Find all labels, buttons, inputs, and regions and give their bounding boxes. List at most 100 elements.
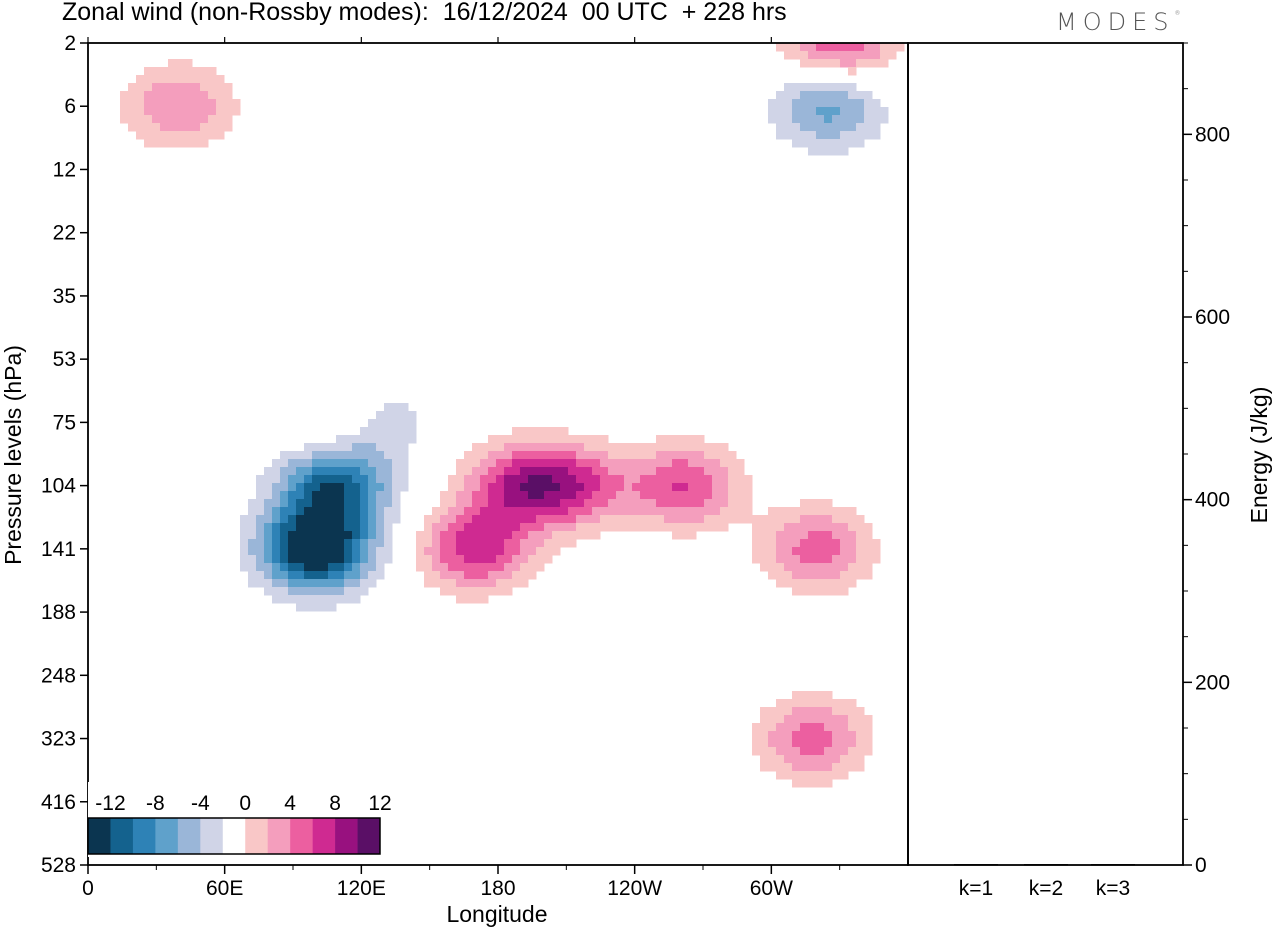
heat-cell — [808, 539, 817, 548]
heat-cell — [456, 595, 465, 604]
heat-cell — [264, 523, 273, 532]
heat-cell — [848, 739, 857, 748]
heat-cell — [168, 99, 177, 108]
heat-cell — [440, 507, 449, 516]
heat-cell — [640, 483, 649, 492]
heat-cell — [376, 571, 385, 580]
heat-cell — [160, 139, 169, 148]
heat-cell — [568, 539, 577, 548]
heat-cell — [576, 531, 585, 540]
heat-cell — [384, 427, 393, 436]
heat-cell — [216, 75, 225, 84]
heat-cell — [352, 523, 361, 532]
heat-cell — [776, 123, 785, 132]
heat-cell — [520, 467, 529, 476]
heat-cell — [848, 99, 857, 108]
heat-cell — [504, 587, 513, 596]
heat-cell — [568, 507, 577, 516]
heat-cell — [368, 499, 377, 508]
heat-cell — [664, 475, 673, 484]
heat-cell — [592, 475, 601, 484]
heat-cell — [264, 475, 273, 484]
heat-cell — [784, 739, 793, 748]
heat-cell — [784, 755, 793, 764]
heat-cell — [872, 51, 881, 60]
heat-cell — [464, 499, 473, 508]
colorbar-label: -8 — [146, 792, 165, 815]
heat-cell — [768, 507, 777, 516]
heat-cell — [224, 91, 233, 100]
heat-cell — [784, 131, 793, 140]
heat-cell — [800, 91, 809, 100]
heat-cell — [336, 531, 345, 540]
heat-cell — [328, 563, 337, 572]
energy-tick-label: 0 — [1195, 854, 1207, 877]
heat-cell — [560, 491, 569, 500]
heat-cell — [552, 523, 561, 532]
heat-cell — [376, 531, 385, 540]
heat-cell — [384, 499, 393, 508]
heat-cell — [472, 515, 481, 524]
heat-cell — [440, 523, 449, 532]
heat-cell — [472, 547, 481, 556]
heat-cell — [264, 555, 273, 564]
heat-cell — [752, 747, 761, 756]
heat-cell — [496, 475, 505, 484]
heat-cell — [520, 523, 529, 532]
heat-cell — [528, 491, 537, 500]
heat-cell — [800, 131, 809, 140]
heat-cell — [592, 507, 601, 516]
heat-cell — [784, 539, 793, 548]
heat-cell — [808, 147, 817, 156]
heat-cell — [616, 491, 625, 500]
heat-cell — [376, 427, 385, 436]
heat-cell — [648, 491, 657, 500]
heat-cell — [840, 747, 849, 756]
heat-cell — [536, 563, 545, 572]
heat-cell — [184, 115, 193, 124]
heat-cell — [840, 59, 849, 68]
heat-cell — [832, 515, 841, 524]
heat-cell — [768, 731, 777, 740]
heat-cell — [568, 499, 577, 508]
heat-cell — [376, 523, 385, 532]
heat-cell — [176, 75, 185, 84]
heat-cell — [296, 459, 305, 468]
heat-cell — [184, 107, 193, 116]
heat-cell — [280, 563, 289, 572]
heat-cell — [528, 507, 537, 516]
heat-cell — [264, 587, 273, 596]
heat-cell — [784, 115, 793, 124]
heat-cell — [816, 723, 825, 732]
heat-cell — [384, 451, 393, 460]
heat-cell — [296, 523, 305, 532]
heat-cell — [864, 131, 873, 140]
heat-cell — [640, 459, 649, 468]
heat-cell — [792, 755, 801, 764]
heat-cell — [288, 547, 297, 556]
heat-cell — [808, 587, 817, 596]
heat-cell — [216, 91, 225, 100]
heat-cell — [640, 467, 649, 476]
heat-cell — [808, 739, 817, 748]
heat-cell — [792, 563, 801, 572]
heat-cell — [176, 139, 185, 148]
heat-cell — [368, 451, 377, 460]
heat-cell — [640, 523, 649, 532]
heat-cell — [480, 491, 489, 500]
heat-cell — [488, 547, 497, 556]
heat-cell — [248, 523, 257, 532]
heat-cell — [304, 507, 313, 516]
heat-cell — [208, 67, 217, 76]
heat-cell — [696, 467, 705, 476]
heat-cell — [344, 563, 353, 572]
heat-cell — [816, 755, 825, 764]
heat-cell — [584, 507, 593, 516]
heat-cell — [288, 515, 297, 524]
y-tick-label: 104 — [41, 475, 76, 498]
heat-cell — [544, 515, 553, 524]
heat-cell — [776, 107, 785, 116]
heat-cell — [544, 555, 553, 564]
heat-cell — [664, 491, 673, 500]
